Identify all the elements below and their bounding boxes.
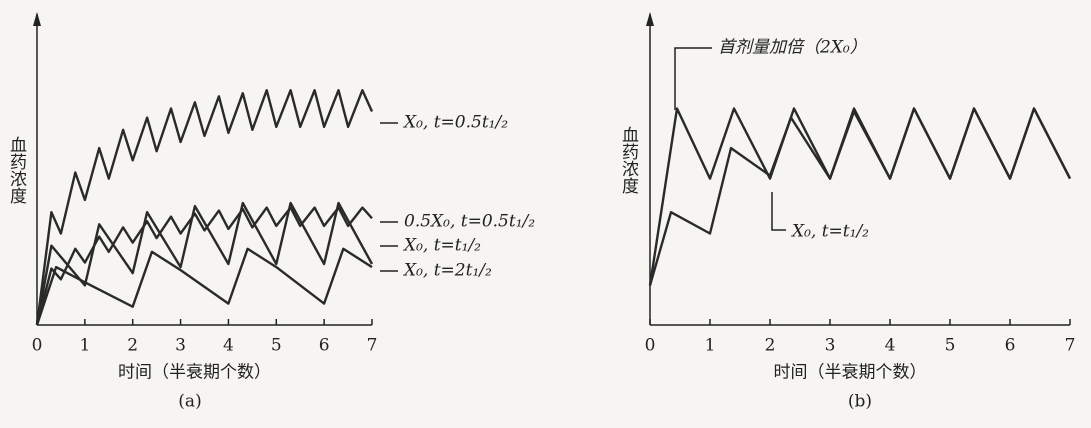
x-tick-label: 6	[1005, 336, 1016, 356]
series-label: X₀, t=t₁/₂	[402, 236, 481, 256]
x-tick-label: 7	[367, 336, 378, 356]
y-axis-label: 血药浓度	[6, 136, 27, 204]
y-axis-label: 血药浓度	[618, 126, 639, 194]
x-tick-label: 1	[79, 336, 90, 356]
series-label: 首剂量加倍（2X₀）	[718, 38, 867, 58]
x-tick-label: 7	[1065, 336, 1076, 356]
x-tick-label: 0	[645, 336, 656, 356]
caption: (a)	[178, 392, 201, 412]
x-tick-label: 3	[175, 336, 186, 356]
series-label: X₀, t=t₁/₂	[790, 222, 869, 242]
curve	[648, 107, 1072, 286]
leader-line	[771, 192, 786, 231]
y-axis-arrow	[646, 12, 654, 26]
curve	[35, 206, 373, 326]
x-tick-label: 4	[885, 336, 896, 356]
curve	[35, 247, 373, 326]
x-tick-label: 2	[765, 336, 776, 356]
caption: (b)	[848, 392, 872, 412]
y-axis-arrow	[33, 12, 41, 26]
x-tick-label: 2	[127, 336, 138, 356]
x-axis-label: 时间（半衰期个数）	[118, 363, 271, 383]
leader-line	[674, 47, 712, 110]
x-tick-label: 1	[705, 336, 716, 356]
curve	[35, 89, 374, 326]
curve	[648, 107, 1072, 286]
x-tick-label: 5	[945, 336, 956, 356]
x-tick-label: 4	[223, 336, 234, 356]
curve	[35, 201, 374, 326]
series-label: 0.5X₀, t=0.5t₁/₂	[404, 212, 535, 232]
x-tick-label: 5	[271, 336, 282, 356]
x-tick-label: 3	[825, 336, 836, 356]
series-label: X₀, t=2t₁/₂	[402, 261, 492, 281]
x-axis-label: 时间（半衰期个数）	[774, 363, 927, 383]
series-label: X₀, t=0.5t₁/₂	[402, 113, 508, 133]
x-tick-label: 6	[319, 336, 330, 356]
x-tick-label: 0	[32, 336, 43, 356]
